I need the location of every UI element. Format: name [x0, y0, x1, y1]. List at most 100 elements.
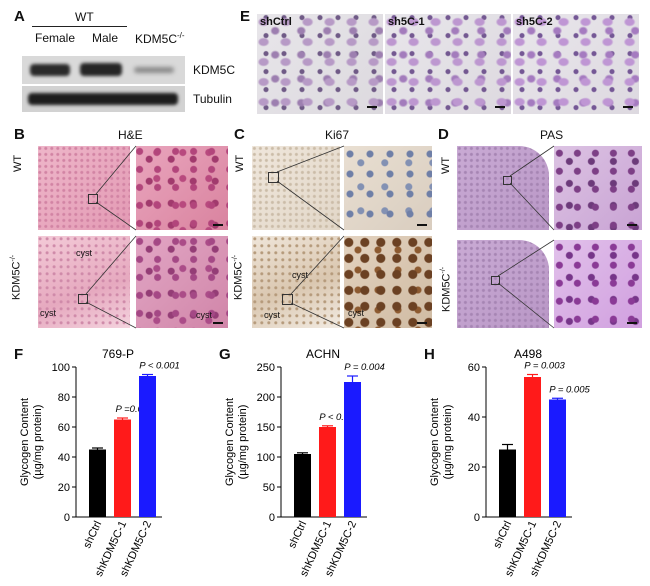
- lane-label-ko: KDM5C-/-: [135, 31, 185, 46]
- bar-chart-achn: ACHN Glycogen Content (µg/mg protein) 0 50 10…: [224, 347, 385, 579]
- cyst-label: cyst: [40, 308, 57, 318]
- pas-wt-high: [554, 146, 642, 230]
- scale-bar: [627, 224, 637, 226]
- panel-label-a: A: [14, 8, 25, 25]
- ki67-wt-high: [344, 146, 432, 230]
- y-tick-label: 150: [257, 422, 275, 434]
- bar: [294, 454, 311, 517]
- ki67-ko-high: cyst: [344, 236, 432, 328]
- y-tick-label: 100: [52, 362, 70, 374]
- cell-image-label: sh5C-2: [516, 16, 553, 28]
- p-value-annotation: P = 0.003: [524, 361, 565, 372]
- y-axis-label: Glycogen Content: [429, 398, 441, 486]
- group-label: WT: [75, 10, 94, 24]
- panel-label-c: C: [234, 126, 245, 143]
- panel-label-g: G: [219, 346, 231, 363]
- scale-bar: [213, 224, 223, 226]
- panel-label-d: D: [438, 126, 449, 143]
- cyst-label: cyst: [76, 248, 93, 258]
- cell-image-label: shCtrl: [260, 16, 292, 28]
- blot-tubulin: [22, 86, 185, 112]
- chart-title: ACHN: [306, 347, 340, 361]
- scale-bar: [417, 224, 427, 226]
- x-tick-label: shCtrl: [491, 519, 514, 550]
- y-tick-label: 60: [58, 422, 70, 434]
- group-bracket: [32, 26, 127, 27]
- y-tick-label: 50: [263, 482, 275, 494]
- zoom-box: [78, 294, 88, 304]
- p-value-annotation: P = 0.005: [549, 384, 590, 395]
- panel-label-h: H: [424, 346, 435, 363]
- y-tick-label: 0: [64, 512, 70, 524]
- cyst-label: cyst: [264, 310, 281, 320]
- panel-label-e: E: [240, 8, 251, 25]
- p-value-annotation: P =0.001: [116, 404, 154, 415]
- cell-image-sh5c-2: sh5C-2: [513, 14, 639, 114]
- y-tick-label: 100: [257, 452, 275, 464]
- cell-image-sh5c-1: sh5C-1: [385, 14, 511, 114]
- bar: [344, 382, 361, 517]
- scale-bar: [623, 106, 633, 108]
- bar-chart-769p: 769-P Glycogen Content (µg/mg protein) 0 20 4…: [19, 347, 180, 579]
- cyst-label: cyst: [292, 270, 309, 280]
- y-axis-label-units: (µg/mg protein): [237, 405, 249, 480]
- y-tick-label: 40: [58, 452, 70, 464]
- he-wt-high: [136, 146, 228, 230]
- panel-d-title: PAS: [540, 128, 564, 142]
- y-tick-label: 250: [257, 362, 275, 374]
- bar-chart-a498: A498 Glycogen Content (µg/mg protein) 0 20 40…: [429, 347, 591, 579]
- y-tick-label: 20: [58, 482, 70, 494]
- bar: [549, 399, 566, 517]
- bar: [139, 376, 156, 517]
- y-tick-label: 40: [468, 412, 480, 424]
- p-value-annotation: P = 0.004: [344, 362, 385, 373]
- bar: [499, 449, 516, 517]
- zoom-box: [503, 176, 512, 185]
- y-tick-label: 200: [257, 392, 275, 404]
- he-ko-low: cyst cyst: [38, 236, 130, 328]
- scale-bar: [417, 322, 427, 324]
- x-tick-label: shCtrl: [81, 519, 104, 550]
- y-axis-label-units: (µg/mg protein): [32, 405, 44, 480]
- zoom-box: [268, 172, 279, 183]
- y-axis-label: Glycogen Content: [224, 398, 236, 486]
- zoom-box: [491, 276, 500, 285]
- y-tick-label: 60: [468, 362, 480, 374]
- band-label-tubulin: Tubulin: [193, 92, 232, 106]
- x-tick-label: shCtrl: [286, 519, 309, 550]
- zoom-box: [88, 194, 98, 204]
- cell-image-label: sh5C-1: [388, 16, 425, 28]
- scale-bar: [213, 322, 223, 324]
- p-value-annotation: P < 0.001: [139, 361, 180, 372]
- zoom-box: [282, 294, 293, 305]
- scale-bar: [627, 322, 637, 324]
- cyst-label: cyst: [196, 310, 213, 320]
- ki67-ko-low: cyst cyst: [252, 236, 340, 328]
- panel-label-b: B: [14, 126, 25, 143]
- bar: [89, 449, 106, 517]
- p-value-annotation: P < 0.001: [319, 412, 360, 423]
- band-label-kdm5c: KDM5C: [193, 63, 236, 77]
- panel-c-title: Ki67: [325, 128, 350, 142]
- panel-b-title: H&E: [118, 128, 143, 142]
- y-axis-label-units: (µg/mg protein): [442, 405, 454, 480]
- blot-kdm5c: [22, 56, 185, 84]
- he-ko-high: cyst: [136, 236, 228, 328]
- scale-bar: [495, 106, 505, 108]
- pas-ko-low: [457, 240, 549, 328]
- y-tick-label: 0: [269, 512, 275, 524]
- y-tick-label: 20: [468, 462, 480, 474]
- scale-bar: [367, 106, 377, 108]
- lane-label-female: Female: [35, 31, 76, 45]
- cell-image-shctrl: shCtrl: [257, 14, 383, 114]
- bar: [524, 377, 541, 517]
- chart-title: 769-P: [102, 347, 134, 361]
- cyst-label: cyst: [348, 308, 365, 318]
- lane-label-male: Male: [92, 31, 119, 45]
- he-wt-low: [38, 146, 130, 230]
- y-tick-label: 80: [58, 392, 70, 404]
- chart-title: A498: [514, 347, 542, 361]
- bar: [319, 427, 336, 517]
- pas-ko-high: [554, 240, 642, 328]
